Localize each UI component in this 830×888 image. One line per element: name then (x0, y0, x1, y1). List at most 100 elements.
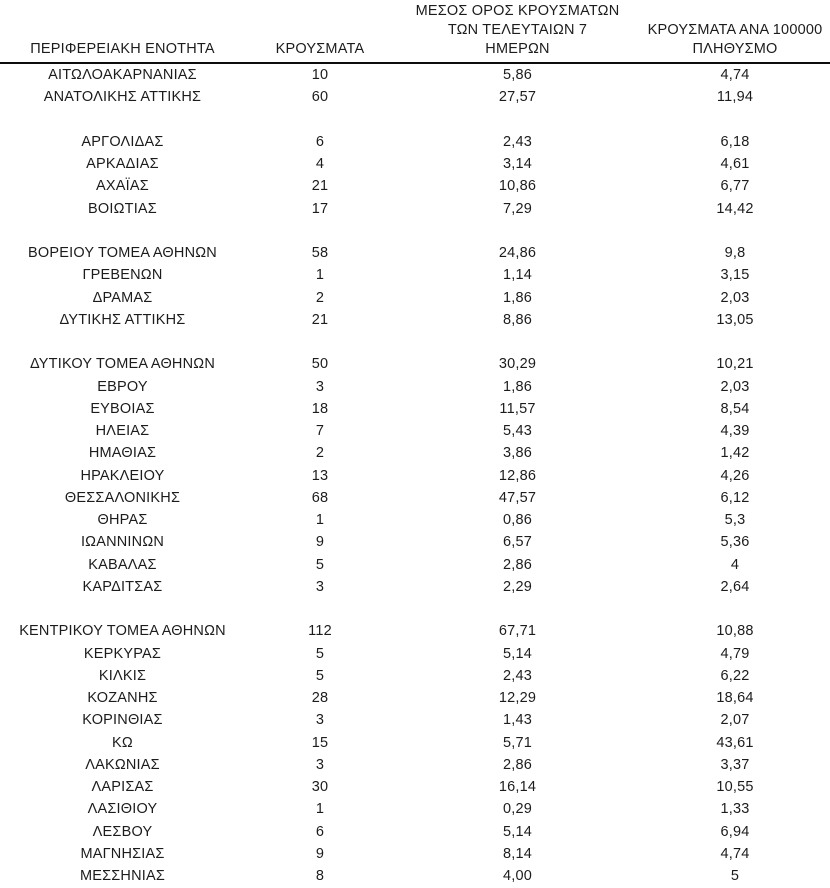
cell-region: ΑΧΑΪΑΣ (96, 178, 149, 195)
cell-avg7: 2,86 (502, 756, 533, 773)
col-header-region: ΠΕΡΙΦΕΡΕΙΑΚΗ ΕΝΟΤΗΤΑ (0, 0, 245, 64)
table-row: ΕΥΒΟΙΑΣ 18 11,57 8,54 (0, 398, 830, 420)
cell-avg7: 5,71 (502, 734, 533, 751)
cell-cases: 50 (311, 356, 329, 373)
cell-per100k: 13,05 (716, 311, 754, 328)
table-row: ΗΡΑΚΛΕΙΟΥ 13 12,86 4,26 (0, 465, 830, 487)
cell-region: ΚΩ (112, 734, 133, 751)
spacer-row (0, 331, 830, 353)
cell-avg7: 5,86 (502, 67, 533, 83)
table-row: ΚΑΒΑΛΑΣ 5 2,86 4 (0, 554, 830, 576)
cell-per100k: 2,07 (720, 712, 750, 729)
spacer-row (0, 109, 830, 131)
table-row: ΚΟΖΑΝΗΣ 28 12,29 18,64 (0, 687, 830, 709)
cell-avg7: 5,14 (502, 823, 533, 840)
table-row: ΑΙΤΩΛΟΑΚΑΡΝΑΝΙΑΣ 10 5,86 4,74 (0, 63, 830, 86)
cell-region: ΑΡΚΑΔΙΑΣ (86, 156, 159, 172)
table-row: ΚΕΝΤΡΙΚΟΥ ΤΟΜΕΑ ΑΘΗΝΩΝ 112 67,71 10,88 (0, 620, 830, 642)
table-row: ΚΟΡΙΝΘΙΑΣ 3 1,43 2,07 (0, 709, 830, 731)
cell-avg7: 2,43 (502, 667, 533, 684)
cell-cases: 2 (315, 445, 325, 462)
cell-cases: 9 (315, 845, 325, 862)
table-row: ΜΑΓΝΗΣΙΑΣ 9 8,14 4,74 (0, 843, 830, 865)
cell-avg7: 8,14 (502, 845, 533, 862)
table-row: ΛΕΣΒΟΥ 6 5,14 6,94 (0, 821, 830, 843)
cell-avg7: 27,57 (498, 89, 537, 106)
cell-per100k: 4,79 (720, 645, 750, 662)
cell-region: ΚΕΡΚΥΡΑΣ (83, 645, 162, 662)
spacer-cell (0, 220, 830, 242)
cell-region: ΚΑΒΑΛΑΣ (88, 556, 157, 573)
cell-cases: 4 (315, 156, 325, 172)
spacer-cell (0, 109, 830, 131)
cell-cases: 60 (311, 89, 329, 106)
cell-per100k: 6,12 (720, 489, 750, 506)
cell-per100k: 6,94 (720, 823, 750, 840)
cell-region: ΑΙΤΩΛΟΑΚΑΡΝΑΝΙΑΣ (48, 67, 197, 83)
cell-cases: 112 (308, 623, 332, 640)
cell-region: ΛΑΡΙΣΑΣ (91, 779, 154, 795)
table-row: ΙΩΑΝΝΙΝΩΝ 9 6,57 5,36 (0, 531, 830, 553)
cell-avg7: 12,29 (498, 690, 537, 706)
cell-per100k: 9,8 (724, 245, 746, 261)
cell-per100k: 11,94 (716, 89, 754, 106)
table-row: ΚΙΛΚΙΣ 5 2,43 6,22 (0, 665, 830, 687)
cell-per100k: 1,33 (720, 801, 750, 818)
table-row: ΑΡΓΟΛΙΔΑΣ 6 2,43 6,18 (0, 131, 830, 153)
cell-avg7: 1,86 (502, 378, 533, 395)
cell-per100k: 2,03 (720, 289, 750, 306)
cell-avg7: 2,43 (502, 133, 533, 150)
cell-cases: 3 (315, 578, 325, 595)
cell-avg7: 24,86 (498, 245, 537, 261)
table-row: ΚΑΡΔΙΤΣΑΣ 3 2,29 2,64 (0, 576, 830, 598)
cell-avg7: 4,00 (502, 868, 533, 884)
table-row: ΕΒΡΟΥ 3 1,86 2,03 (0, 376, 830, 398)
table-row: ΗΛΕΙΑΣ 7 5,43 4,39 (0, 420, 830, 442)
cell-per100k: 4,74 (720, 67, 750, 83)
cell-avg7: 1,14 (502, 267, 533, 284)
table-row: ΛΑΡΙΣΑΣ 30 16,14 10,55 (0, 776, 830, 798)
cell-avg7: 11,57 (499, 400, 536, 417)
cell-per100k: 6,18 (720, 133, 750, 150)
cell-region: ΗΡΑΚΛΕΙΟΥ (80, 467, 165, 484)
cell-cases: 9 (315, 534, 325, 551)
cell-cases: 21 (311, 178, 329, 195)
cell-per100k: 6,77 (720, 178, 750, 195)
spacer-cell (0, 331, 830, 353)
cell-per100k: 10,55 (716, 779, 754, 795)
cell-region: ΚΟΡΙΝΘΙΑΣ (82, 712, 163, 729)
cell-cases: 18 (311, 400, 329, 417)
cell-avg7: 1,43 (502, 712, 533, 729)
cell-cases: 1 (315, 512, 325, 528)
cell-cases: 1 (315, 267, 325, 284)
cell-region: ΔΡΑΜΑΣ (92, 289, 153, 306)
cell-region: ΔΥΤΙΚΗΣ ΑΤΤΙΚΗΣ (59, 311, 186, 328)
cell-per100k: 2,64 (720, 578, 750, 595)
cell-region: ΚΟΖΑΝΗΣ (87, 690, 158, 706)
cell-cases: 17 (311, 200, 329, 217)
cell-per100k: 3,15 (720, 267, 750, 284)
table-row: ΛΑΣΙΘΙΟΥ 1 0,29 1,33 (0, 798, 830, 820)
cell-region: ΚΕΝΤΡΙΚΟΥ ΤΟΜΕΑ ΑΘΗΝΩΝ (19, 623, 226, 640)
cell-region: ΛΑΚΩΝΙΑΣ (85, 756, 160, 773)
table-row: ΘΗΡΑΣ 1 0,86 5,3 (0, 509, 830, 531)
cell-region: ΘΕΣΣΑΛΟΝΙΚΗΣ (64, 489, 181, 506)
cell-per100k: 4 (730, 556, 740, 573)
cell-per100k: 4,26 (720, 467, 750, 484)
cell-per100k: 3,37 (720, 756, 750, 773)
cell-avg7: 30,29 (498, 356, 537, 373)
cell-region: ΑΡΓΟΛΙΔΑΣ (81, 133, 164, 150)
cell-avg7: 2,86 (502, 556, 533, 573)
cell-cases: 68 (311, 489, 329, 506)
cell-avg7: 6,57 (502, 534, 533, 551)
cell-region: ΚΑΡΔΙΤΣΑΣ (82, 578, 163, 595)
table-row: ΛΑΚΩΝΙΑΣ 3 2,86 3,37 (0, 754, 830, 776)
cell-avg7: 1,86 (502, 289, 533, 306)
cell-avg7: 5,43 (502, 423, 533, 439)
cell-per100k: 14,42 (716, 200, 754, 217)
table-row: ΗΜΑΘΙΑΣ 2 3,86 1,42 (0, 442, 830, 464)
cell-region: ΒΟΙΩΤΙΑΣ (88, 200, 157, 217)
cell-per100k: 4,39 (720, 423, 750, 439)
cell-cases: 28 (311, 690, 329, 706)
